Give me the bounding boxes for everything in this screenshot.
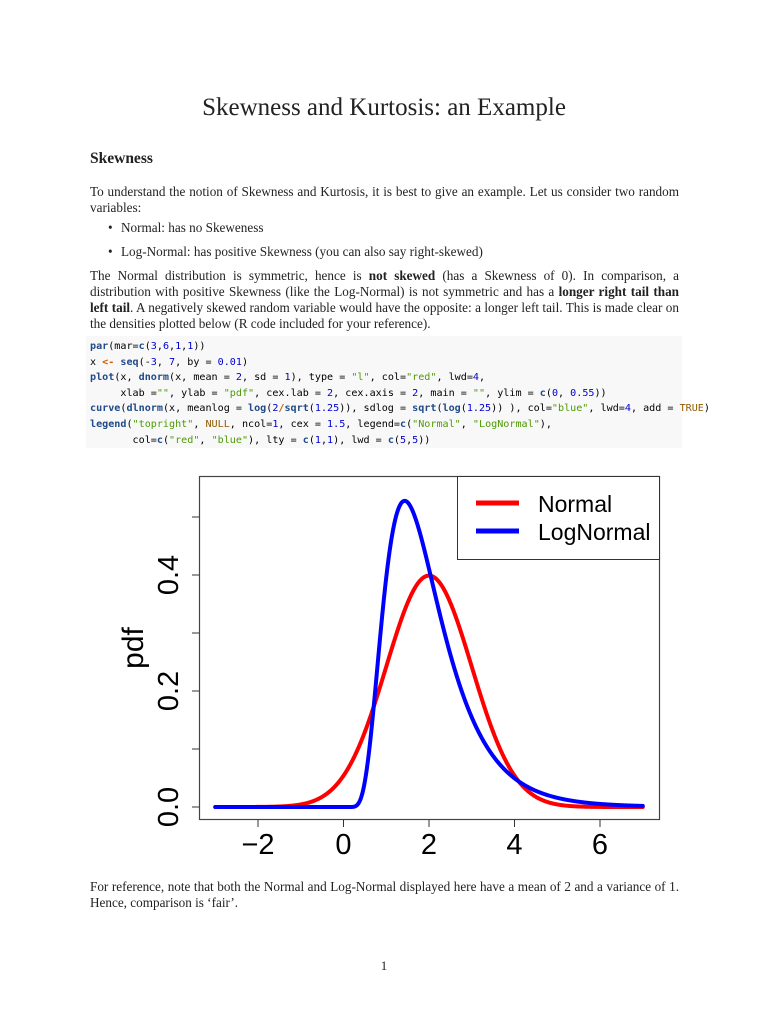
legend-box xyxy=(457,476,660,560)
distribution-list: Normal: has no Skeweness Log-Normal: has… xyxy=(108,220,483,268)
x-axis: −2 0 2 4 6 xyxy=(241,820,608,861)
section-heading-skewness: Skewness xyxy=(90,150,153,167)
normal-density-curve xyxy=(213,573,645,809)
code-line: x <- seq(-3, 7, by = 0.01) xyxy=(90,356,249,368)
y-axis: 0.0 0.2 0.4 xyxy=(153,516,199,827)
explanation-paragraph: The Normal distribution is symmetric, he… xyxy=(90,268,679,332)
y-axis-label: pdf xyxy=(117,626,150,668)
legend: Normal LogNormal xyxy=(457,476,660,560)
code-line: par(mar=c(3,6,1,1)) xyxy=(90,341,206,352)
emphasis-longer-right-tail: longer right tail than left tail xyxy=(90,284,679,315)
document-title: Skewness and Kurtosis: an Example xyxy=(202,94,566,121)
x-tick-label: 2 xyxy=(421,829,437,861)
intro-paragraph: To understand the notion of Skewness and… xyxy=(90,184,679,215)
y-tick-label: 0.4 xyxy=(153,555,185,595)
lognormal-density-curve xyxy=(213,498,645,809)
legend-label-lognormal: LogNormal xyxy=(538,519,651,545)
list-item-lognormal: Log-Normal: has positive Skewness (you c… xyxy=(108,244,483,268)
x-tick-label: 4 xyxy=(506,829,522,861)
code-line: xlab ="", ylab = "pdf", cex.lab = 2, cex… xyxy=(90,387,607,399)
x-tick-label: 0 xyxy=(335,829,351,861)
x-tick-label: −2 xyxy=(241,829,274,861)
code-line: col=c("red", "blue"), lty = c(1,1), lwd … xyxy=(90,434,431,446)
explanation-text: (has a Skewness of 0). In comparison, a … xyxy=(90,268,679,299)
page-number: 1 xyxy=(380,958,388,973)
x-tick-label: 6 xyxy=(592,829,608,861)
list-item-normal: Normal: has no Skeweness xyxy=(108,220,483,244)
y-tick-label: 0.0 xyxy=(153,787,185,827)
plot-frame xyxy=(198,475,661,821)
legend-label-normal: Normal xyxy=(538,491,612,517)
explanation-text: The Normal distribution is symmetric, he… xyxy=(90,268,369,283)
y-tick-label: 0.2 xyxy=(153,671,185,711)
footnote-paragraph: For reference, note that both the Normal… xyxy=(90,879,679,910)
r-code-block[interactable]: par(mar=c(3,6,1,1)) x <- seq(-3, 7, by = … xyxy=(86,336,710,448)
explanation-text: . A negatively skewed random variable wo… xyxy=(90,300,679,331)
code-line: curve(dlnorm(x, meanlog = log(2/sqrt(1.2… xyxy=(90,403,710,415)
emphasis-not-skewed: not skewed xyxy=(368,268,436,283)
code-line: legend("topright", NULL, ncol=1, cex = 1… xyxy=(90,418,552,430)
code-line: plot(x, dnorm(x, mean = 2, sd = 1), type… xyxy=(90,372,486,384)
